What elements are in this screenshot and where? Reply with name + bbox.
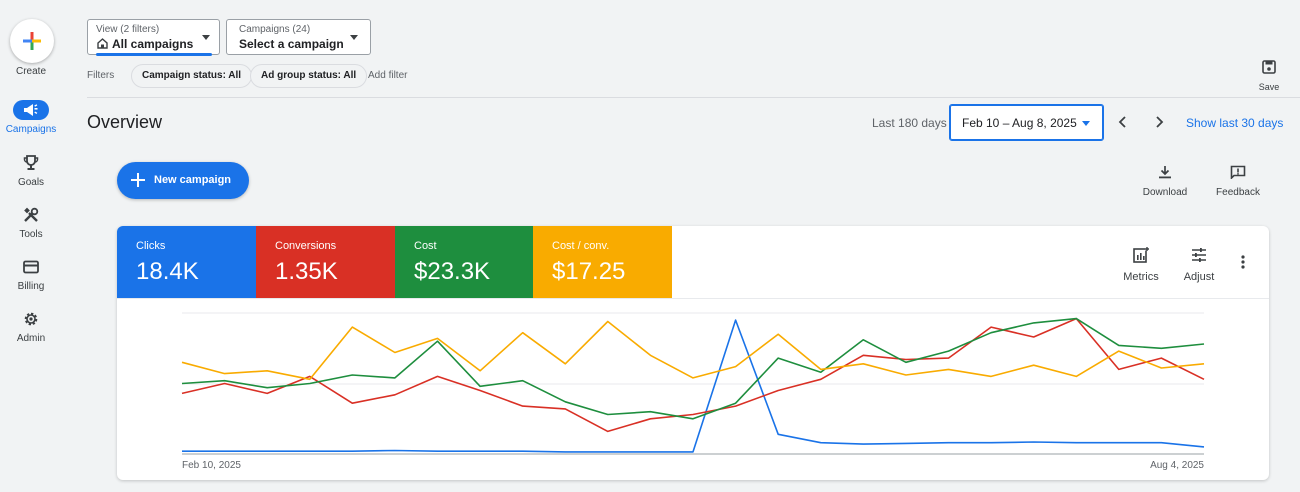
campaigns-icon (13, 100, 49, 120)
nav-item-admin[interactable]: Admin (0, 309, 62, 355)
metric-tile-clicks[interactable]: Clicks 18.4K (117, 226, 256, 298)
series-line-cost (181, 317, 1205, 420)
nav-label: Tools (19, 229, 43, 240)
left-nav: Create Campaigns Goals Tools Billing Adm… (0, 0, 62, 492)
plus-icon (23, 32, 41, 50)
metric-name: Clicks (136, 240, 166, 252)
save-button[interactable]: Save (1252, 60, 1286, 92)
credit-card-icon (20, 257, 42, 277)
date-range-value: Feb 10 – Aug 8, 2025 (962, 116, 1077, 130)
metric-name: Cost (414, 240, 437, 252)
nav-item-billing[interactable]: Billing (0, 257, 62, 303)
nav-label: Goals (17, 177, 45, 188)
new-campaign-label: New campaign (154, 174, 232, 186)
previous-period-button[interactable] (1115, 114, 1131, 130)
view-picker-underline (96, 53, 212, 56)
home-icon (97, 38, 108, 49)
metric-value: $17.25 (552, 258, 626, 285)
view-picker-value: All campaigns (112, 37, 194, 51)
view-picker-caption: View (2 filters) (96, 24, 160, 35)
metric-value: $23.3K (414, 258, 491, 285)
page-title: Overview (87, 112, 163, 132)
filter-chip-ad-group-status[interactable]: Ad group status: All (250, 64, 368, 88)
metrics-label: Metrics (1123, 271, 1159, 283)
feedback-icon (1230, 165, 1246, 180)
series-line-cost-conv (181, 320, 1205, 381)
chevron-down-icon (1082, 121, 1090, 126)
performance-line-chart: Feb 10, 2025 Aug 4, 2025 (181, 312, 1205, 471)
trophy-icon (20, 153, 42, 173)
show-last-30-days-link[interactable]: Show last 30 days (1186, 116, 1284, 130)
campaign-picker-caption: Campaigns (24) (239, 24, 311, 35)
feedback-label: Feedback (1216, 187, 1260, 198)
more-options-icon[interactable] (1239, 254, 1247, 270)
chevron-down-icon (202, 35, 210, 40)
view-picker[interactable]: View (2 filters) All campaigns (87, 19, 220, 56)
header-divider (87, 97, 1300, 98)
metric-value: 18.4K (136, 258, 199, 285)
tools-icon (20, 205, 42, 225)
card-divider (117, 298, 1269, 299)
x-axis-start-label: Feb 10, 2025 (182, 460, 241, 471)
metric-name: Conversions (275, 240, 337, 252)
series-line-conversions (181, 317, 1205, 433)
nav-label: Campaigns (5, 124, 57, 135)
nav-item-tools[interactable]: Tools (0, 205, 62, 251)
metric-tile-cost[interactable]: Cost $23.3K (395, 226, 534, 298)
campaign-picker-value: Select a campaign (239, 37, 344, 51)
download-label: Download (1142, 187, 1188, 198)
series-line-clicks (182, 319, 1205, 453)
date-range-picker[interactable]: Feb 10 – Aug 8, 2025 (949, 104, 1104, 141)
metric-tile-cost-per-conv[interactable]: Cost / conv. $17.25 (533, 226, 672, 298)
filters-label: Filters (87, 70, 115, 81)
download-button[interactable]: Download (1140, 165, 1190, 198)
metric-tile-conversions[interactable]: Conversions 1.35K (256, 226, 395, 298)
campaign-picker[interactable]: Campaigns (24) Select a campaign (226, 19, 371, 55)
nav-label: Billing (17, 281, 45, 292)
save-label: Save (1258, 82, 1280, 92)
adjust-label: Adjust (1183, 271, 1215, 283)
plus-icon (131, 173, 145, 187)
save-icon (1262, 60, 1276, 74)
nav-item-goals[interactable]: Goals (0, 153, 62, 199)
next-period-button[interactable] (1151, 114, 1167, 130)
feedback-button[interactable]: Feedback (1213, 165, 1263, 198)
download-icon (1159, 166, 1171, 179)
new-campaign-button[interactable]: New campaign (117, 162, 249, 199)
create-label: Create (15, 66, 46, 77)
create-button[interactable] (10, 19, 54, 63)
filter-chip-campaign-status[interactable]: Campaign status: All (131, 64, 253, 88)
nav-label: Admin (16, 333, 46, 344)
adjust-button[interactable]: Adjust (1177, 246, 1221, 283)
gear-icon (20, 309, 42, 329)
chevron-down-icon (350, 35, 358, 40)
metric-name: Cost / conv. (552, 240, 610, 252)
add-chart-icon (1133, 246, 1149, 263)
tune-icon (1192, 248, 1206, 262)
performance-card: Clicks 18.4K Conversions 1.35K Cost $23.… (117, 226, 1269, 480)
x-axis-end-label: Aug 4, 2025 (1150, 460, 1204, 471)
nav-item-campaigns[interactable]: Campaigns (0, 100, 62, 146)
metric-value: 1.35K (275, 258, 338, 285)
metrics-button[interactable]: Metrics (1119, 246, 1163, 283)
date-range-label: Last 180 days (872, 116, 947, 130)
add-filter-button[interactable]: Add filter (368, 70, 408, 81)
